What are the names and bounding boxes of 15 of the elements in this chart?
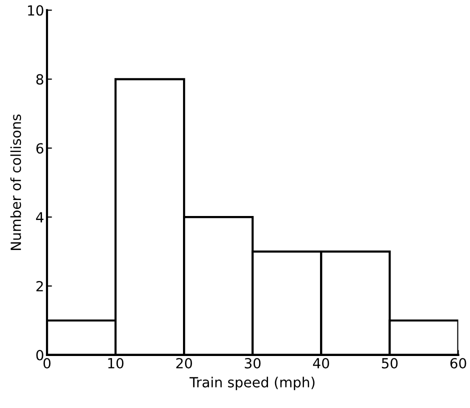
- x-tick-label: 10: [108, 358, 124, 368]
- x-tick-label: 40: [313, 358, 330, 368]
- y-axis-title: Number of collisons: [10, 114, 22, 250]
- y-tick-label: 2: [36, 280, 43, 292]
- y-tick-label: 6: [36, 143, 44, 154]
- x-tick-label: 60: [450, 358, 466, 368]
- y-tick-label: 10: [28, 5, 44, 16]
- x-tick-label: 30: [244, 358, 261, 368]
- x-tick-label: 50: [382, 358, 398, 368]
- x-tick-label: 20: [176, 358, 192, 368]
- x-axis-title: Train speed (mph): [190, 376, 314, 390]
- y-tick-label: 0: [36, 350, 44, 360]
- x-tick-label: 0: [43, 358, 50, 368]
- y-tick-label: 8: [36, 74, 44, 85]
- y-tick-label: 4: [36, 212, 44, 222]
